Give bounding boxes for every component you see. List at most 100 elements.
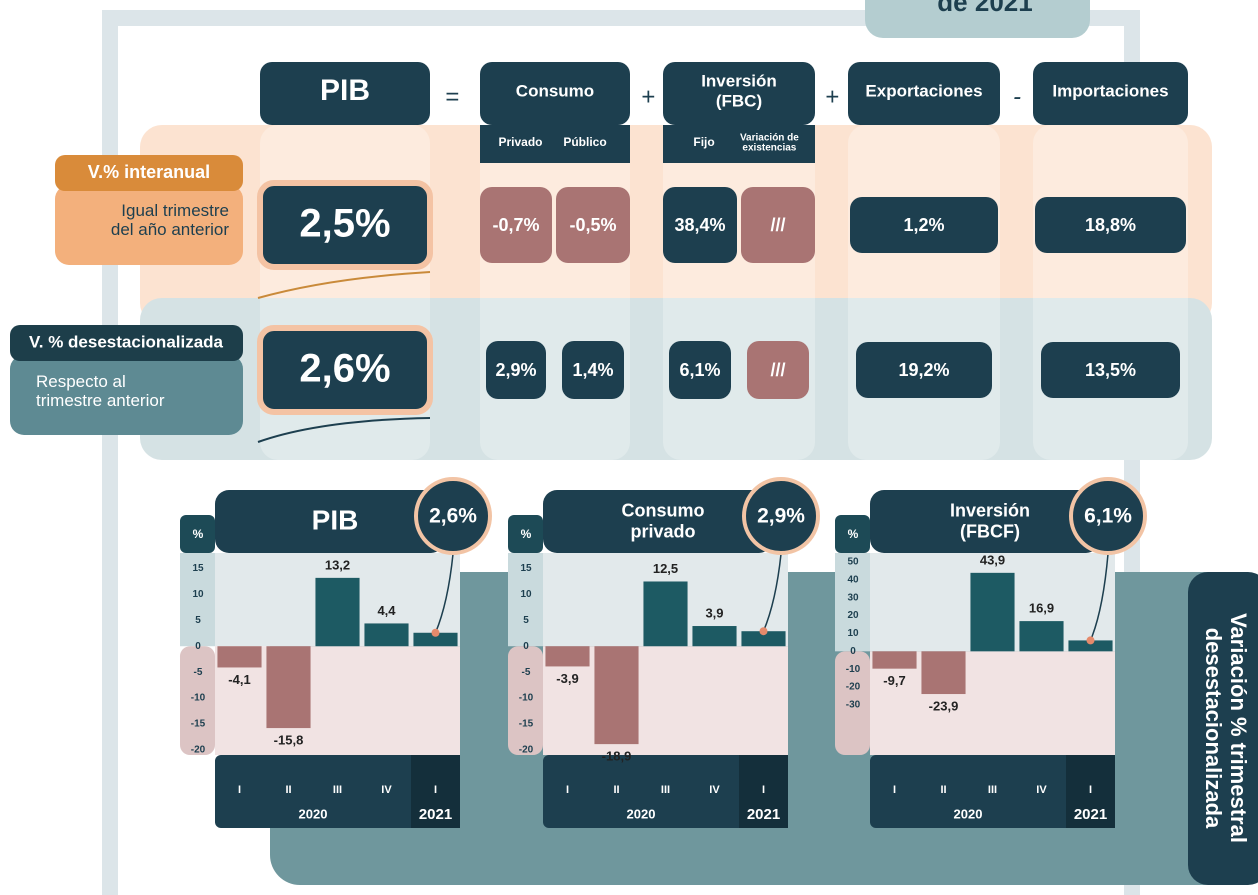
value-cell: [1035, 197, 1186, 253]
column-title: PIB: [320, 74, 370, 107]
value-cell: [480, 187, 552, 263]
y-tick-label: -20: [191, 744, 206, 755]
y-tick-label: -15: [191, 719, 206, 730]
y-tick-label: -5: [522, 667, 531, 678]
x-tick-label: III: [988, 784, 997, 796]
header-box: [865, 0, 1090, 38]
value-text: ///: [770, 215, 785, 235]
header-title: de 2021: [937, 0, 1032, 17]
bar: [217, 646, 262, 668]
column-title: (FBC): [716, 91, 762, 110]
year-label: 2021: [1074, 806, 1107, 823]
value-label: 3,9: [705, 605, 723, 620]
badge: [742, 477, 820, 555]
y-tick-label: 30: [847, 592, 859, 603]
row-label: V.% interanual: [88, 162, 210, 182]
value-label: -3,9: [556, 671, 578, 686]
column-header: [1033, 62, 1188, 125]
column-title: Exportaciones: [865, 81, 982, 100]
axis-pos: [180, 553, 215, 647]
bar: [1019, 621, 1064, 652]
bar: [315, 577, 360, 647]
value-text: 2,5%: [299, 202, 390, 246]
column-card: [663, 125, 815, 460]
bar: [266, 646, 311, 729]
subheader-text: existencias: [742, 143, 796, 154]
y-tick-label: 10: [847, 628, 859, 639]
value-label: 13,2: [325, 557, 350, 572]
axis-neg: [835, 651, 870, 755]
operator: +: [825, 83, 839, 110]
x-tick-label: I: [238, 784, 241, 796]
year-label: 2020: [627, 806, 656, 821]
y-tick-label: 5: [195, 615, 201, 626]
value-cell: [556, 187, 630, 263]
value-cell: [257, 180, 433, 270]
badge-text: 6,1%: [1084, 505, 1132, 528]
bar: [741, 631, 786, 647]
value-cell: [562, 341, 624, 399]
chart-title: privado: [630, 521, 695, 541]
value-cell: [663, 187, 737, 263]
column-title: Inversión: [701, 71, 777, 90]
marker: [1086, 636, 1095, 645]
row-label-head: [10, 325, 243, 361]
y-tick-label: 10: [192, 589, 204, 600]
column-header: [480, 62, 630, 125]
subheader-text: Privado: [498, 135, 542, 149]
operator: +: [641, 83, 655, 110]
axis-top: [508, 515, 543, 553]
value-text: 1,2%: [903, 215, 944, 235]
bar: [1068, 640, 1113, 652]
x-axis-band: [543, 755, 788, 828]
x-tick-label: II: [940, 784, 946, 796]
chart-title: Consumo: [622, 500, 705, 520]
row-label-head: [55, 155, 243, 191]
x-axis-band: [870, 755, 1115, 828]
column-card: [1033, 125, 1188, 460]
bar: [921, 651, 966, 695]
value-text: 2,9%: [495, 360, 536, 380]
marker: [431, 628, 440, 637]
y-tick-label: -10: [191, 693, 206, 704]
value-label: -23,9: [929, 698, 959, 713]
side-box: [1188, 572, 1258, 885]
y-axis-label: %: [521, 527, 532, 541]
subheader: [663, 125, 815, 163]
subheader-text: Fijo: [693, 135, 714, 149]
subheader: [480, 125, 630, 163]
value-cell: [486, 341, 546, 399]
value-text: 18,8%: [1085, 215, 1136, 235]
y-tick-label: 10: [520, 589, 532, 600]
x-axis-last: [739, 755, 788, 828]
y-tick-label: -10: [846, 664, 861, 675]
x-tick-label: IV: [1036, 784, 1047, 796]
axis-pos: [835, 553, 870, 652]
y-tick-label: 15: [520, 563, 532, 574]
value-cell: [747, 341, 809, 399]
y-tick-label: 50: [847, 557, 859, 568]
axis-pos: [508, 553, 543, 647]
badge-text: 2,9%: [757, 505, 805, 528]
x-axis-last: [1066, 755, 1115, 828]
column-header: [848, 62, 1000, 125]
x-tick-label: III: [661, 784, 670, 796]
bar: [970, 572, 1015, 652]
marker: [759, 627, 768, 636]
y-tick-label: -20: [846, 682, 861, 693]
value-cell: [669, 341, 731, 399]
column-card: [848, 125, 1000, 460]
swoosh: [257, 417, 431, 443]
column-header: [260, 62, 430, 125]
chart-title: Inversión: [950, 500, 1030, 520]
bar: [545, 646, 590, 667]
bar: [643, 581, 688, 647]
bar: [692, 626, 737, 647]
title-box: [870, 490, 1100, 553]
value-text: -0,5%: [569, 215, 616, 235]
value-cell: [741, 187, 815, 263]
value-text: 2,6%: [299, 347, 390, 391]
year-label: 2021: [747, 806, 780, 823]
y-tick-label: 0: [523, 641, 529, 652]
